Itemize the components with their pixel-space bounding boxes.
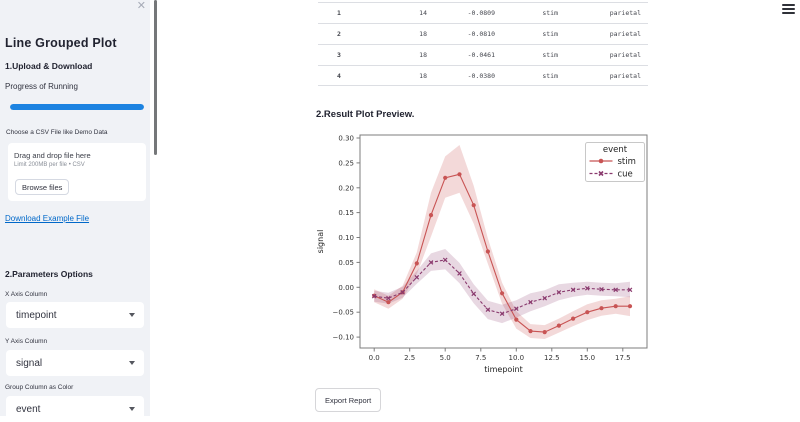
svg-text:0.15: 0.15 (338, 209, 354, 217)
svg-text:cue: cue (618, 170, 633, 180)
svg-text:0.25: 0.25 (338, 159, 354, 167)
svg-text:0.10: 0.10 (338, 234, 354, 242)
svg-text:−0.10: −0.10 (333, 334, 354, 342)
svg-text:stim: stim (618, 157, 636, 167)
group-column-select[interactable]: event (6, 396, 144, 422)
svg-text:0.00: 0.00 (338, 284, 354, 292)
x-axis-column-select[interactable]: timepoint (6, 302, 144, 328)
plot-heading: 2.Result Plot Preview. (316, 109, 415, 120)
row-index-cell: 3 (337, 51, 341, 59)
main-content: 1 14 -0.0809 stim parietal 2 18 -0.0810 stim pari… (150, 0, 800, 416)
row-index-cell: 4 (337, 72, 341, 80)
y-axis-column-value: signal (16, 357, 43, 369)
svg-text:10.0: 10.0 (509, 354, 525, 362)
table-cell: parietal (609, 30, 641, 38)
sidebar: ✕ Line Grouped Plot 1.Upload & Download … (0, 0, 150, 422)
table-row: 3 18 -0.0461 stim parietal (318, 44, 648, 65)
group-column-value: event (16, 403, 41, 415)
upload-section-heading: 1.Upload & Download (5, 61, 93, 71)
svg-text:signal: signal (316, 230, 325, 254)
y-axis-column-select[interactable]: signal (6, 350, 144, 376)
chevron-down-icon (129, 313, 135, 317)
table-cell: stim (542, 30, 558, 38)
table-row: 1 14 -0.0809 stim parietal (318, 2, 648, 23)
table-cell: 18 (419, 30, 427, 38)
result-plot: 0.0 2.5 5.0 7.5 10.0 12.5 15.0 17.5 0.30 0.25 0.20… (312, 130, 648, 378)
svg-text:5.0: 5.0 (440, 354, 451, 362)
table-row: 2 18 -0.0810 stim parietal (318, 23, 648, 44)
svg-text:7.5: 7.5 (475, 354, 486, 362)
chevron-down-icon (129, 361, 135, 365)
svg-text:0.20: 0.20 (338, 184, 354, 192)
table-cell: parietal (609, 9, 641, 17)
table-cell: stim (542, 72, 558, 80)
table-row: 4 18 -0.0380 stim parietal (318, 65, 648, 86)
svg-text:−0.05: −0.05 (333, 309, 354, 317)
svg-text:2.5: 2.5 (404, 354, 415, 362)
x-axis-column-value: timepoint (16, 309, 57, 321)
svg-text:0.30: 0.30 (338, 135, 354, 143)
hamburger-menu-icon[interactable] (782, 4, 796, 17)
table-cell: stim (542, 51, 558, 59)
params-section-heading: 2.Parameters Options (5, 269, 93, 279)
table-cell: -0.0809 (467, 9, 495, 17)
browse-files-button[interactable]: Browse files (15, 179, 70, 195)
close-icon[interactable]: ✕ (136, 0, 146, 12)
chevron-down-icon (129, 407, 135, 411)
svg-text:15.0: 15.0 (580, 354, 596, 362)
svg-text:12.5: 12.5 (544, 354, 560, 362)
table-cell: -0.0461 (467, 51, 495, 59)
table-cell: 18 (419, 72, 427, 80)
app-title: Line Grouped Plot (5, 36, 117, 50)
table-cell: 14 (419, 9, 427, 17)
group-column-label: Group Column as Color (5, 384, 74, 391)
y-axis-column-label: Y Axis Column (5, 338, 48, 345)
svg-text:0.05: 0.05 (338, 259, 354, 267)
download-example-link[interactable]: Download Example File (5, 214, 90, 223)
row-index-cell: 2 (337, 30, 341, 38)
table-cell: -0.0380 (467, 72, 495, 80)
row-index-cell: 1 (337, 9, 341, 17)
progress-label: Progress of Running (5, 82, 78, 91)
sidebar-scrollbar[interactable] (154, 0, 157, 155)
svg-text:0.0: 0.0 (369, 354, 380, 362)
svg-text:timepoint: timepoint (484, 365, 522, 374)
table-cell: parietal (609, 72, 641, 80)
file-uploader-dropzone[interactable]: Drag and drop file here Limit 200MB per … (8, 143, 146, 201)
svg-text:event: event (603, 145, 628, 155)
x-axis-column-label: X Axis Column (5, 291, 48, 298)
table-cell: 18 (419, 51, 427, 59)
limit-text: Limit 200MB per file • CSV (14, 162, 85, 168)
progress-bar-fill (10, 104, 144, 110)
table-cell: parietal (609, 51, 641, 59)
table-cell: stim (542, 9, 558, 17)
drop-text: Drag and drop file here (14, 151, 91, 160)
table-cell: -0.0810 (467, 30, 495, 38)
dataframe[interactable]: 1 14 -0.0809 stim parietal 2 18 -0.0810 stim pari… (318, 2, 648, 86)
line-chart: 0.0 2.5 5.0 7.5 10.0 12.5 15.0 17.5 0.30 0.25 0.20… (316, 134, 648, 374)
export-report-button[interactable]: Export Report (315, 388, 382, 412)
uploader-label: Choose a CSV File like Demo Data (6, 129, 108, 136)
progress-bar (10, 104, 144, 110)
svg-text:17.5: 17.5 (615, 354, 631, 362)
